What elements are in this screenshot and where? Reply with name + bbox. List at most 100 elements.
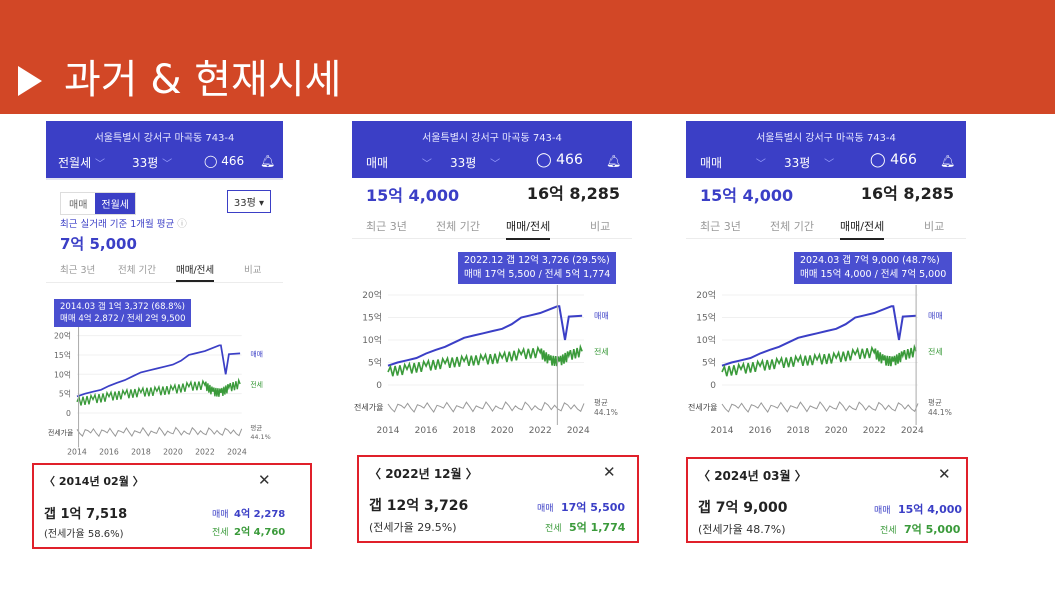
avg-label: 평균 [928, 397, 942, 407]
y-tick-label: 0 [376, 381, 382, 391]
y-tick-label: 10억 [54, 370, 71, 379]
y-tick-label: 0 [710, 381, 716, 391]
bell-icon[interactable]: 🔔︎ [940, 154, 956, 168]
toggle-rent[interactable]: 전월세 [95, 193, 136, 214]
slide-title: 과거 & 현재시세 [64, 57, 342, 103]
tab-compare[interactable]: 비교 [590, 220, 611, 233]
period-nav[interactable]: 〈 2022년 12월 〉 [369, 467, 478, 481]
size-select[interactable]: 33평 ﹀ [784, 156, 835, 170]
jeonse-series-line [76, 377, 241, 406]
x-tick-label: 2024 [901, 426, 924, 435]
y-tick-label: 20억 [54, 332, 71, 341]
close-icon[interactable]: ✕ [258, 471, 271, 489]
price-estimate: 16억 8,285 [860, 184, 954, 203]
panel-2022: 서울특별시 강서구 마곡동 743-4 매매 ﹀ 33평 ﹀ ◯ 466 🔔︎ … [352, 121, 632, 451]
x-tick-label: 2018 [787, 426, 810, 435]
sale-label: 매매 [212, 510, 229, 520]
x-tick-label: 2016 [749, 426, 772, 435]
deal-type-select[interactable]: 매매 ﹀ [366, 156, 432, 170]
recent-caption: 최근 실거래 기준 1개월 평균 ⓘ [60, 219, 187, 230]
x-tick-label: 2022 [863, 426, 886, 435]
x-tick-label: 2016 [99, 447, 119, 456]
tab-sale-jeonse[interactable]: 매매/전세 [506, 218, 551, 240]
deal-type-select[interactable]: 매매 ﹀ [700, 156, 766, 170]
next-arrow-icon: 〉 [794, 469, 807, 483]
jeonse-ratio: (전세가율 29.5%) [369, 521, 457, 534]
close-icon[interactable]: ✕ [938, 465, 951, 483]
y-tick-label: 5억 [59, 390, 71, 399]
tab-recent-3y[interactable]: 최근 3년 [60, 265, 96, 276]
sale-label: 매매 [537, 504, 554, 514]
avg-value: 44.1% [594, 408, 618, 417]
sale-series-line [721, 305, 917, 367]
sale-series-line [76, 344, 241, 398]
price-estimate: 16억 8,285 [526, 184, 620, 203]
x-tick-label: 2020 [163, 447, 183, 456]
ratio-label: 전세가율 [688, 402, 717, 412]
ratio-line [76, 426, 243, 438]
tab-all-period[interactable]: 전체 기간 [436, 220, 480, 233]
jeonse-series-label: 전세 [928, 346, 943, 356]
comments-button[interactable]: ◯ 466 [536, 152, 583, 168]
info-icon: ⓘ [177, 219, 187, 230]
y-tick-label: 5억 [368, 357, 382, 369]
tab-compare[interactable]: 비교 [244, 265, 262, 276]
sale-value: 4억 2,278 [234, 509, 286, 520]
sale-label: 매매 [874, 506, 891, 516]
x-tick-label: 2020 [825, 426, 848, 435]
close-icon[interactable]: ✕ [603, 463, 616, 481]
size-select[interactable]: 33평 ﹀ [132, 156, 173, 170]
tab-all-period[interactable]: 전체 기간 [118, 265, 156, 276]
tab-all-period[interactable]: 전체 기간 [770, 220, 814, 233]
prev-arrow-icon: 〈 [44, 475, 55, 488]
y-tick-label: 10억 [362, 334, 382, 346]
tab-compare[interactable]: 비교 [924, 220, 945, 233]
avg-value: 44.1% [928, 408, 952, 417]
prev-arrow-icon: 〈 [698, 469, 711, 483]
trade-toggle[interactable]: 매매 전월세 [60, 192, 137, 215]
y-tick-label: 20억 [362, 289, 382, 301]
tab-recent-3y[interactable]: 최근 3년 [366, 220, 407, 233]
y-tick-label: 5억 [702, 357, 716, 369]
toggle-sale[interactable]: 매매 [69, 200, 88, 211]
avg-label: 평균 [250, 423, 262, 432]
tab-sale-jeonse[interactable]: 매매/전세 [840, 218, 885, 240]
listing-header: 서울특별시 강서구 마곡동 743-4 전월세 ﹀ 33평 ﹀ ◯ 466 🔔︎ [46, 121, 283, 178]
info-box: 〈 2022년 12월 〉 ✕ 갭 12억 3,726 (전세가율 29.5%)… [357, 455, 639, 543]
bell-icon[interactable]: 🔔︎ [606, 154, 622, 168]
jeonse-value: 7억 5,000 [904, 523, 961, 536]
period-nav[interactable]: 〈 2014년 02월 〉 [44, 475, 144, 488]
y-tick-label: 15억 [54, 351, 71, 360]
jeonse-label: 전세 [880, 526, 897, 536]
gap-amount: 갭 1억 7,518 [44, 507, 128, 522]
tab-sale-jeonse[interactable]: 매매/전세 [176, 262, 215, 282]
prev-arrow-icon: 〈 [369, 467, 382, 481]
x-tick-label: 2018 [453, 426, 476, 435]
comments-button[interactable]: ◯ 466 [870, 152, 917, 168]
size-select[interactable]: 33평 ﹀ [450, 156, 501, 170]
price-main: 7억 5,000 [60, 235, 137, 253]
deal-type-select[interactable]: 전월세 ﹀ [58, 156, 105, 170]
sale-series-label: 매매 [250, 350, 263, 358]
tab-recent-3y[interactable]: 최근 3년 [700, 220, 741, 233]
size-dropdown[interactable]: 33평 ▾ [226, 190, 271, 213]
gap-amount: 갭 7억 9,000 [698, 500, 788, 516]
comments-button[interactable]: ◯ 466 [204, 154, 245, 168]
slide-banner: 과거 & 현재시세 [0, 0, 1055, 114]
x-tick-label: 2016 [415, 426, 438, 435]
info-box: 〈 2024년 03월 〉 ✕ 갭 7억 9,000 (전세가율 48.7%) … [686, 457, 968, 543]
bell-icon[interactable]: 🔔︎ [260, 154, 276, 168]
x-tick-label: 2022 [529, 426, 552, 435]
sale-series-line [387, 305, 583, 367]
x-tick-label: 2018 [131, 447, 151, 456]
jeonse-ratio: (전세가율 58.6%) [44, 529, 124, 540]
period-nav[interactable]: 〈 2024년 03월 〉 [698, 469, 807, 483]
chart-tooltip: 2024.03 갭 7억 9,000 (48.7%) 매매 15억 4,000 /… [794, 252, 953, 284]
x-tick-label: 2020 [491, 426, 514, 435]
address: 서울특별시 강서구 마곡동 743-4 [94, 133, 235, 144]
avg-label: 평균 [594, 397, 608, 407]
panel-2024: 서울특별시 강서구 마곡동 743-4 매매 ﹀ 33평 ﹀ ◯ 466 🔔︎ … [686, 121, 966, 451]
ratio-line [387, 401, 585, 413]
next-arrow-icon: 〉 [465, 467, 478, 481]
price-chart: 20억 15억 10억 5억 0 2014 2016 2018 2020 2022 2024 매매전세… [48, 327, 271, 456]
